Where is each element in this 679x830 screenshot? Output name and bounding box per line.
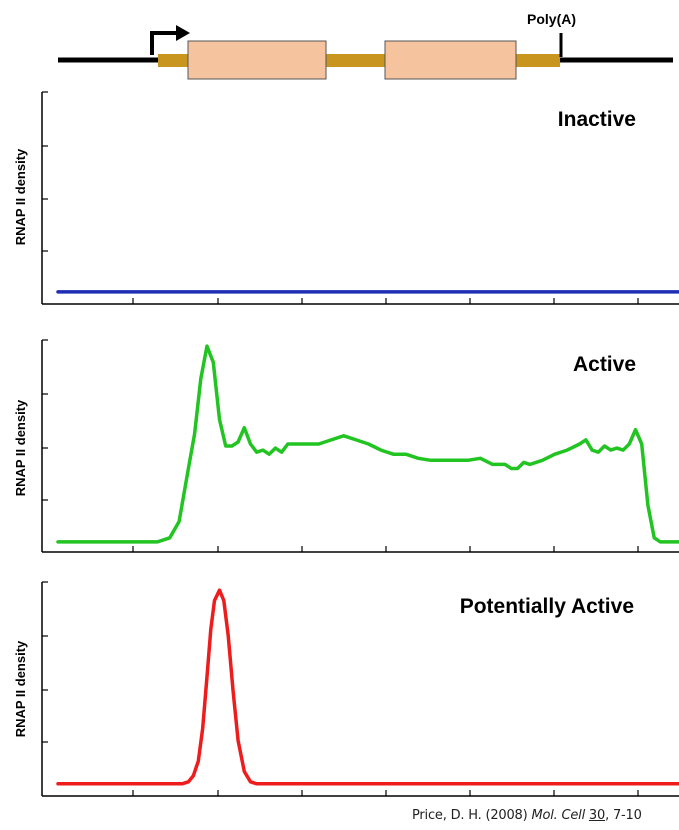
citation-volume: 30	[588, 808, 606, 823]
density-line	[56, 344, 679, 544]
panel-inactive: Inactive RNAP II density	[13, 91, 679, 305]
exon-1	[187, 40, 327, 80]
panel-title: Inactive	[558, 108, 636, 131]
panel-title: Active	[573, 353, 636, 376]
panel-title: Potentially Active	[460, 595, 634, 618]
panel-active: Active RNAP II density	[13, 339, 679, 553]
citation-author: Price, D. H. (2008)	[412, 808, 528, 823]
tss-arrow-stem	[150, 31, 180, 55]
exon-2	[384, 40, 517, 80]
y-axis-label: RNAP II density	[13, 640, 28, 737]
y-axis-label: RNAP II density	[13, 399, 28, 496]
tss-arrow-icon	[176, 25, 190, 41]
panel-potentially-active: Potentially Active RNAP II density	[13, 581, 679, 797]
polyA-label: Poly(A)	[527, 11, 576, 27]
y-axis-label: RNAP II density	[13, 148, 28, 245]
density-line	[56, 588, 679, 786]
gene-diagram: Poly(A)	[58, 11, 673, 80]
citation-journal: Mol. Cell	[531, 808, 585, 823]
citation: Price, D. H. (2008) Mol. Cell 30, 7-10	[412, 808, 642, 823]
citation-pages: , 7-10	[605, 808, 642, 823]
